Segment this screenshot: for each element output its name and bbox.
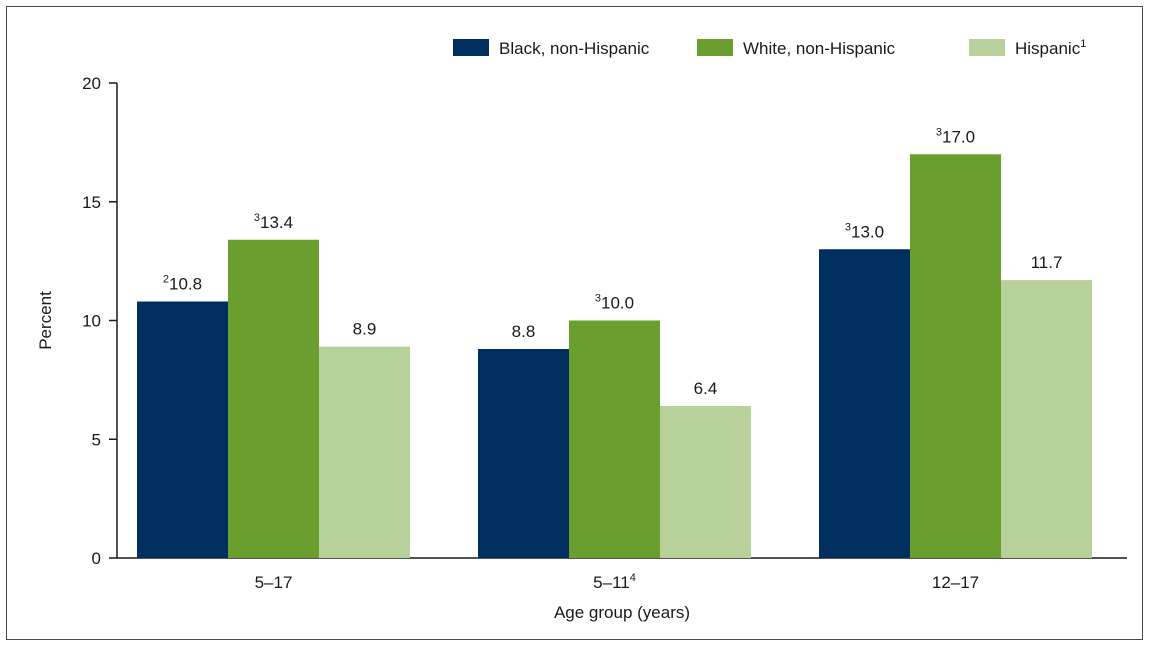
- legend-swatch: [453, 39, 489, 56]
- data-label: 317.0: [936, 126, 975, 146]
- bar: [819, 249, 910, 558]
- legend-swatch: [697, 39, 733, 56]
- legend-swatch: [969, 39, 1005, 56]
- bar: [137, 301, 228, 558]
- legend-label: White, non-Hispanic: [743, 39, 896, 58]
- data-labels: 210.8 313.4 8.9 8.8 310.0 6.4 313.0 317.0 11.7: [163, 126, 1063, 398]
- y-tick-label: 5: [92, 430, 101, 449]
- chart-frame: Black, non-Hispanic White, non-Hispanic Hi…: [6, 6, 1143, 640]
- y-tick-label: 15: [82, 193, 101, 212]
- data-label: 313.4: [254, 212, 293, 232]
- data-label: 11.7: [1031, 253, 1063, 272]
- bar: [1001, 280, 1092, 558]
- bar: [660, 406, 751, 558]
- y-tick-label: 10: [82, 312, 101, 331]
- bar: [910, 154, 1001, 558]
- legend-label: Black, non-Hispanic: [499, 39, 650, 58]
- bars: [137, 154, 1092, 558]
- x-tick-label: 5–114: [593, 572, 636, 592]
- legend-label: Hispanic1: [1015, 38, 1086, 58]
- bar-chart: Black, non-Hispanic White, non-Hispanic Hi…: [36, 38, 1127, 622]
- x-tick-label: 12–17: [932, 573, 979, 592]
- x-tick-label: 5–17: [255, 573, 293, 592]
- x-axis-title: Age group (years): [554, 603, 690, 622]
- y-axis: 0 5 10 15 20: [82, 74, 118, 568]
- data-label: 310.0: [595, 293, 634, 313]
- bar: [228, 239, 319, 558]
- bar: [569, 320, 660, 558]
- bar: [478, 349, 569, 558]
- bar: [319, 346, 410, 558]
- data-label: 8.8: [512, 322, 536, 341]
- data-label: 8.9: [353, 320, 377, 339]
- legend: Black, non-Hispanic White, non-Hispanic Hi…: [453, 38, 1086, 58]
- x-axis: 5–17 5–114 12–17: [117, 557, 1127, 592]
- data-label: 6.4: [694, 379, 718, 398]
- y-tick-label: 0: [92, 549, 101, 568]
- y-tick-label: 20: [82, 74, 101, 93]
- data-label: 313.0: [845, 221, 884, 241]
- data-label: 210.8: [163, 274, 202, 294]
- y-axis-title: Percent: [36, 291, 55, 350]
